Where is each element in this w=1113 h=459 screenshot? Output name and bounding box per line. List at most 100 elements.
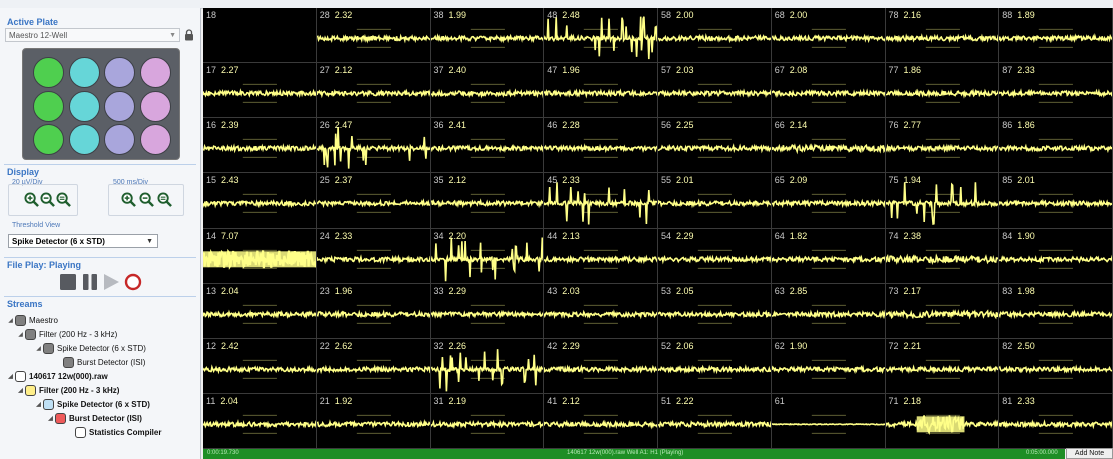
electrode-cell-86[interactable]: 86 1.86	[999, 118, 1113, 174]
electrode-cell-66[interactable]: 66 2.14	[771, 118, 886, 174]
electrode-cell-48[interactable]: 48 2.48	[544, 8, 658, 64]
electrode-cell-35[interactable]: 35 2.12	[430, 173, 545, 229]
stream-item[interactable]: ◢ 140617 12w(000).raw	[6, 369, 108, 383]
electrode-cell-32[interactable]: 32 2.26	[430, 338, 545, 394]
electrode-cell-65[interactable]: 65 2.09	[771, 173, 886, 229]
electrode-cell-75[interactable]: 75 1.94	[885, 173, 1000, 229]
stream-item[interactable]: Burst Detector (ISI)	[54, 355, 145, 369]
electrode-cell-58[interactable]: 58 2.00	[658, 8, 772, 64]
electrode-cell-87[interactable]: 87 2.33	[999, 63, 1113, 119]
stream-item[interactable]: ◢ Maestro	[6, 313, 58, 327]
electrode-cell-22[interactable]: 22 2.62	[316, 338, 431, 394]
electrode-cell-33[interactable]: 33 2.29	[430, 283, 545, 339]
electrode-cell-84[interactable]: 84 1.90	[999, 228, 1113, 284]
expand-arrow-icon[interactable]: ◢	[36, 345, 41, 352]
electrode-cell-47[interactable]: 47 1.96	[544, 63, 658, 119]
electrode-cell-24[interactable]: 24 2.33	[316, 228, 431, 284]
electrode-cell-76[interactable]: 76 2.77	[885, 118, 1000, 174]
electrode-cell-26[interactable]: 26 2.47	[316, 118, 431, 174]
electrode-cell-77[interactable]: 77 1.86	[885, 63, 1000, 119]
stream-item[interactable]: ◢ Spike Detector (6 x STD)	[34, 341, 146, 355]
electrode-cell-15[interactable]: 15 2.43	[203, 173, 317, 229]
expand-arrow-icon[interactable]: ◢	[48, 415, 53, 422]
electrode-cell-71[interactable]: 71 2.18	[885, 393, 1000, 449]
electrode-cell-88[interactable]: 88 1.89	[999, 8, 1113, 64]
pause-button[interactable]	[81, 273, 99, 291]
electrode-cell-27[interactable]: 27 2.12	[316, 63, 431, 119]
threshold-view-select[interactable]: Spike Detector (6 x STD) ▼	[8, 234, 158, 248]
zoom-in-icon[interactable]	[121, 192, 136, 207]
expand-arrow-icon[interactable]: ◢	[8, 373, 13, 380]
electrode-cell-54[interactable]: 54 2.29	[658, 228, 772, 284]
electrode-cell-74[interactable]: 74 2.38	[885, 228, 1000, 284]
electrode-cell-37[interactable]: 37 2.40	[430, 63, 545, 119]
electrode-cell-42[interactable]: 42 2.29	[544, 338, 658, 394]
electrode-cell-36[interactable]: 36 2.41	[430, 118, 545, 174]
electrode-cell-52[interactable]: 52 2.06	[658, 338, 772, 394]
electrode-cell-81[interactable]: 81 2.33	[999, 393, 1113, 449]
expand-arrow-icon[interactable]: ◢	[18, 387, 23, 394]
electrode-cell-31[interactable]: 31 2.19	[430, 393, 545, 449]
electrode-cell-53[interactable]: 53 2.05	[658, 283, 772, 339]
electrode-cell-85[interactable]: 85 2.01	[999, 173, 1113, 229]
electrode-cell-11[interactable]: 11 2.04	[203, 393, 317, 449]
electrode-cell-67[interactable]: 67 2.08	[771, 63, 886, 119]
electrode-cell-25[interactable]: 25 2.37	[316, 173, 431, 229]
record-button[interactable]	[124, 273, 142, 291]
electrode-cell-78[interactable]: 78 2.16	[885, 8, 1000, 64]
plate-well-C1[interactable]	[33, 124, 64, 155]
electrode-cell-16[interactable]: 16 2.39	[203, 118, 317, 174]
zoom-out-icon[interactable]	[40, 192, 55, 207]
electrode-cell-63[interactable]: 63 2.85	[771, 283, 886, 339]
electrode-cell-14[interactable]: 14 7.07	[203, 228, 317, 284]
electrode-cell-55[interactable]: 55 2.01	[658, 173, 772, 229]
electrode-cell-28[interactable]: 28 2.32	[316, 8, 431, 64]
electrode-cell-13[interactable]: 13 2.04	[203, 283, 317, 339]
stream-item[interactable]: ◢ Spike Detector (6 x STD)	[34, 397, 150, 411]
electrode-cell-56[interactable]: 56 2.25	[658, 118, 772, 174]
plate-well-A4[interactable]	[139, 57, 171, 88]
plate-well-B3[interactable]	[104, 90, 135, 122]
electrode-cell-23[interactable]: 23 1.96	[316, 283, 431, 339]
plate-well-C4[interactable]	[139, 124, 171, 155]
electrode-cell-46[interactable]: 46 2.28	[544, 118, 658, 174]
electrode-cell-17[interactable]: 17 2.27	[203, 63, 317, 119]
electrode-cell-21[interactable]: 21 1.92	[316, 393, 431, 449]
electrode-cell-44[interactable]: 44 2.13	[544, 228, 658, 284]
zoom-reset-icon[interactable]	[157, 192, 172, 207]
electrode-cell-45[interactable]: 45 2.33	[544, 173, 658, 229]
electrode-cell-18[interactable]: 18	[203, 8, 317, 64]
expand-arrow-icon[interactable]: ◢	[36, 401, 41, 408]
stream-item[interactable]: ◢ Burst Detector (ISI)	[46, 411, 142, 425]
add-note-button[interactable]: Add Note	[1066, 448, 1113, 459]
electrode-cell-72[interactable]: 72 2.21	[885, 338, 1000, 394]
electrode-cell-43[interactable]: 43 2.03	[544, 283, 658, 339]
plate-well-A2[interactable]	[68, 57, 100, 88]
plate-well-B1[interactable]	[33, 90, 64, 122]
electrode-cell-64[interactable]: 64 1.82	[771, 228, 886, 284]
electrode-cell-38[interactable]: 38 1.99	[430, 8, 545, 64]
electrode-cell-41[interactable]: 41 2.12	[544, 393, 658, 449]
zoom-out-icon[interactable]	[139, 192, 154, 207]
plate-well-A3[interactable]	[104, 57, 135, 88]
zoom-in-icon[interactable]	[24, 192, 39, 207]
electrode-cell-12[interactable]: 12 2.42	[203, 338, 317, 394]
electrode-cell-68[interactable]: 68 2.00	[771, 8, 886, 64]
electrode-cell-57[interactable]: 57 2.03	[658, 63, 772, 119]
electrode-cell-83[interactable]: 83 1.98	[999, 283, 1113, 339]
electrode-cell-51[interactable]: 51 2.22	[658, 393, 772, 449]
zoom-reset-icon[interactable]	[56, 192, 71, 207]
plate-well-C3[interactable]	[104, 124, 135, 155]
stream-item[interactable]: ◢ Filter (200 Hz - 3 kHz)	[16, 383, 119, 397]
electrode-cell-82[interactable]: 82 2.50	[999, 338, 1113, 394]
lock-icon[interactable]	[184, 29, 194, 41]
expand-arrow-icon[interactable]: ◢	[18, 331, 23, 338]
plate-type-select[interactable]: Maestro 12-Well ▼	[5, 28, 180, 42]
plate-well-B2[interactable]	[68, 90, 100, 122]
stream-item[interactable]: Statistics Compiler	[66, 425, 161, 439]
stop-button[interactable]	[59, 273, 77, 291]
plate-well-C2[interactable]	[68, 124, 100, 155]
plate-well-B4[interactable]	[139, 90, 171, 122]
expand-arrow-icon[interactable]: ◢	[8, 317, 13, 324]
electrode-cell-73[interactable]: 73 2.17	[885, 283, 1000, 339]
